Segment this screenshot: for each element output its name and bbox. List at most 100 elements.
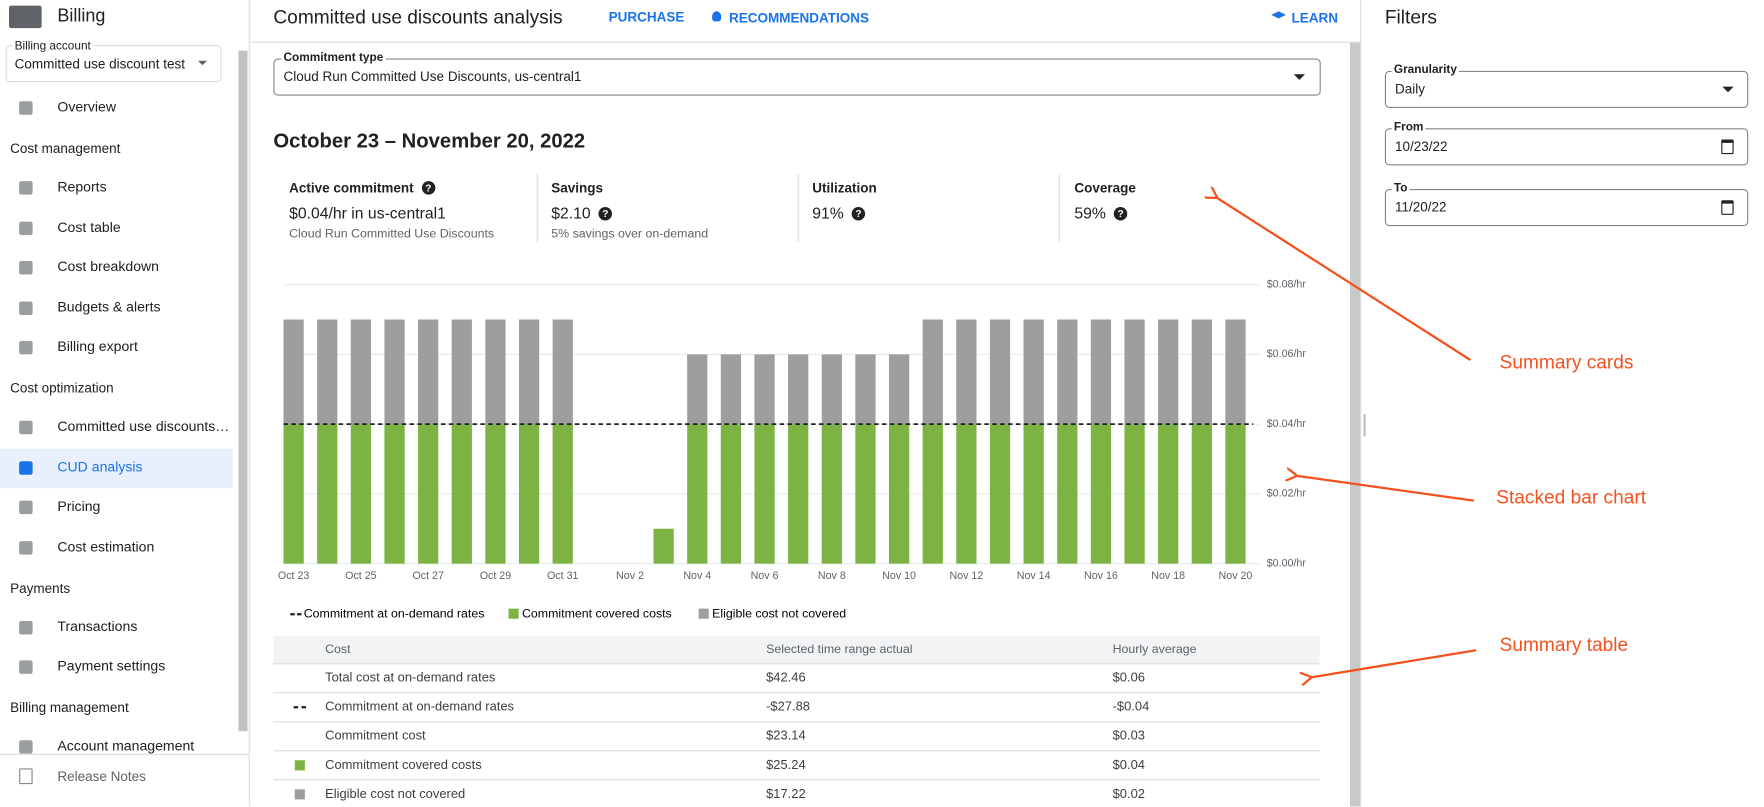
help-icon[interactable]: ?: [851, 207, 866, 221]
nav-item[interactable]: Committed use discounts…: [57, 418, 230, 435]
card-title: Coverage: [1074, 180, 1136, 196]
commitment-select[interactable]: [273, 58, 1321, 96]
annotation-arrow: [1312, 649, 1477, 677]
nav-item[interactable]: Budgets & alerts: [57, 298, 161, 315]
card-title: Utilization: [812, 180, 877, 196]
x-tick-label: Nov 14: [1017, 570, 1051, 582]
x-tick-label: Nov 20: [1219, 570, 1253, 582]
help-icon[interactable]: ?: [598, 207, 613, 221]
help-icon[interactable]: ?: [1113, 207, 1128, 221]
nav-item[interactable]: Overview: [57, 99, 116, 115]
nav-section-title: Cost optimization: [10, 380, 114, 396]
bar-segment: [317, 424, 338, 564]
bar-segment: [451, 424, 472, 564]
x-tick-label: Nov 12: [949, 570, 983, 582]
row-marker: [294, 789, 305, 800]
bar-segment: [821, 354, 842, 425]
table-cell: $0.04: [1113, 757, 1145, 772]
nav-item[interactable]: Payment settings: [57, 658, 166, 674]
learn-icon: [1271, 11, 1286, 19]
nav-item[interactable]: Cost table: [57, 218, 121, 235]
help-icon[interactable]: ?: [421, 181, 436, 195]
nav: Overview Cost management Reports Cost table…: [0, 0, 239, 754]
bar-segment: [384, 319, 405, 425]
nav-item[interactable]: Transactions: [57, 618, 138, 634]
bar-segment: [1124, 424, 1145, 564]
table-cell: Eligible cost not covered: [325, 786, 465, 801]
release-notes[interactable]: Release Notes: [57, 768, 146, 785]
bar-segment: [283, 319, 304, 425]
bar-segment: [1158, 424, 1179, 564]
annotation-label: Summary table: [1500, 635, 1629, 656]
filter-field[interactable]: [1384, 70, 1749, 108]
learn-link[interactable]: LEARN: [1291, 10, 1339, 26]
resize-handle[interactable]: [1363, 414, 1366, 437]
app-icon: [9, 5, 42, 29]
main-scrollbar: [1350, 42, 1361, 807]
tab[interactable]: PURCHASE: [608, 9, 685, 25]
bar-segment: [1057, 424, 1078, 564]
nav-icon: [19, 261, 33, 275]
table-header-cell: Selected time range actual: [766, 642, 912, 656]
bar-segment: [855, 354, 876, 425]
bar-segment: [855, 424, 876, 564]
x-tick-label: Oct 29: [480, 570, 512, 582]
dropdown-arrow: [198, 60, 207, 66]
calendar-icon: [1721, 200, 1734, 215]
nav-icon: [19, 460, 33, 475]
card-note: 5% savings over on-demand: [551, 227, 709, 241]
filters-panel: [1360, 0, 1764, 807]
bar-segment: [485, 319, 506, 425]
nav-icon: [19, 221, 33, 235]
bar-segment: [653, 528, 674, 564]
bar-segment: [788, 354, 809, 425]
bar-segment: [1191, 424, 1212, 564]
nav-active-bg: [0, 448, 233, 488]
date-range: October 23 – November 20, 2022: [273, 129, 586, 152]
bar-segment: [418, 319, 439, 425]
filter-field[interactable]: [1384, 128, 1749, 166]
account-select[interactable]: [5, 45, 222, 83]
bar-segment: [922, 319, 943, 425]
legend-swatch: [698, 608, 709, 619]
table-cell: Total cost at on-demand rates: [325, 670, 495, 685]
nav-item[interactable]: Reports: [57, 178, 107, 195]
filter-value: Daily: [1395, 81, 1426, 97]
nav-icon: [19, 620, 33, 634]
nav-icon: [19, 300, 33, 315]
nav-icon: [19, 500, 33, 515]
bar-segment: [1057, 319, 1078, 425]
commitment-label: Commitment type: [281, 50, 386, 65]
bar-segment: [384, 424, 405, 564]
sidebar-scrollbar: [238, 50, 248, 732]
bar-segment: [754, 424, 775, 564]
nav-section-title: Cost management: [10, 140, 121, 157]
card-title: Savings: [551, 180, 604, 196]
nav-item[interactable]: Cost estimation: [57, 538, 155, 555]
annotation-arrow: [1297, 476, 1474, 502]
nav-icon: [19, 101, 33, 115]
bar-segment: [989, 424, 1011, 564]
nav-item[interactable]: CUD analysis: [57, 458, 143, 475]
nav-item[interactable]: Billing export: [57, 338, 138, 355]
legend-label: Commitment at on-demand rates: [304, 607, 485, 621]
bar-segment: [1090, 424, 1112, 564]
tab[interactable]: RECOMMENDATIONS: [729, 10, 870, 26]
bar-segment: [888, 424, 910, 564]
bar-segment: [888, 354, 910, 425]
nav-item[interactable]: Account management: [57, 738, 195, 754]
bar-segment: [451, 319, 472, 425]
table-header-cell: Hourly average: [1113, 642, 1197, 656]
bar-segment: [687, 354, 708, 425]
filter-label: To: [1391, 181, 1410, 195]
bar-segment: [1225, 319, 1246, 425]
page-title: Committed use discounts analysis: [273, 6, 563, 29]
nav-item[interactable]: Pricing: [57, 498, 101, 515]
nav-item[interactable]: Cost breakdown: [57, 258, 159, 275]
x-tick-label: Oct 23: [278, 570, 310, 582]
header-bar: [248, 0, 1361, 43]
y-tick-label: $0.04/hr: [1267, 418, 1307, 430]
bar-segment: [821, 424, 842, 564]
x-tick-label: Oct 31: [547, 570, 579, 582]
filter-field[interactable]: [1384, 189, 1749, 227]
